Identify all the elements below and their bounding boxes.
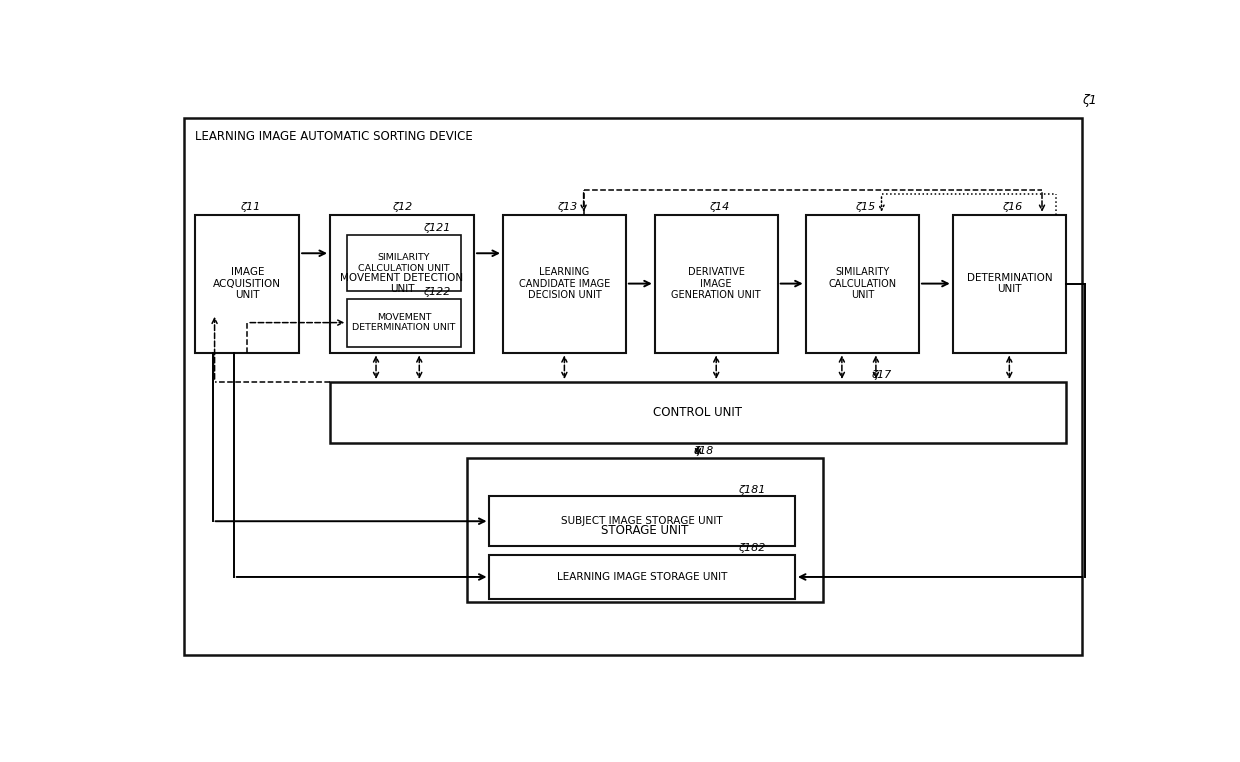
Bar bbox=[490, 555, 795, 599]
Text: STORAGE UNIT: STORAGE UNIT bbox=[601, 523, 688, 536]
Text: ζ121: ζ121 bbox=[423, 223, 450, 233]
Text: ζ181: ζ181 bbox=[738, 485, 766, 495]
Text: ζ182: ζ182 bbox=[738, 543, 766, 553]
Bar bbox=[655, 215, 777, 353]
Text: CONTROL UNIT: CONTROL UNIT bbox=[653, 406, 743, 419]
Text: IMAGE
ACQUISITION
UNIT: IMAGE ACQUISITION UNIT bbox=[213, 267, 281, 300]
Text: DERIVATIVE
IMAGE
GENERATION UNIT: DERIVATIVE IMAGE GENERATION UNIT bbox=[671, 267, 761, 300]
Bar bbox=[503, 215, 626, 353]
Text: ζ13: ζ13 bbox=[557, 202, 577, 212]
Bar bbox=[196, 215, 299, 353]
Bar bbox=[347, 299, 460, 347]
Text: LEARNING
CANDIDATE IMAGE
DECISION UNIT: LEARNING CANDIDATE IMAGE DECISION UNIT bbox=[518, 267, 610, 300]
Text: ζ12: ζ12 bbox=[392, 202, 413, 212]
Text: SUBJECT IMAGE STORAGE UNIT: SUBJECT IMAGE STORAGE UNIT bbox=[562, 516, 723, 527]
Text: ζ1: ζ1 bbox=[1083, 94, 1097, 107]
Text: LEARNING IMAGE AUTOMATIC SORTING DEVICE: LEARNING IMAGE AUTOMATIC SORTING DEVICE bbox=[196, 130, 474, 142]
Text: SIMILARITY
CALCULATION
UNIT: SIMILARITY CALCULATION UNIT bbox=[828, 267, 897, 300]
Text: MOVEMENT DETECTION
UNIT: MOVEMENT DETECTION UNIT bbox=[341, 273, 464, 294]
Bar bbox=[952, 215, 1066, 353]
Bar bbox=[467, 458, 823, 602]
Text: ζ122: ζ122 bbox=[423, 287, 450, 297]
Text: DETERMINATION
UNIT: DETERMINATION UNIT bbox=[966, 273, 1053, 294]
Text: ζ14: ζ14 bbox=[708, 202, 729, 212]
Text: ζ16: ζ16 bbox=[1002, 202, 1022, 212]
Bar bbox=[330, 382, 1066, 443]
Bar bbox=[490, 496, 795, 546]
Text: LEARNING IMAGE STORAGE UNIT: LEARNING IMAGE STORAGE UNIT bbox=[557, 572, 728, 582]
Bar bbox=[330, 215, 474, 353]
Text: SIMILARITY
CALCULATION UNIT: SIMILARITY CALCULATION UNIT bbox=[358, 253, 450, 273]
Text: ζ11: ζ11 bbox=[239, 202, 260, 212]
Text: MOVEMENT
DETERMINATION UNIT: MOVEMENT DETERMINATION UNIT bbox=[352, 313, 455, 332]
Text: ζ17: ζ17 bbox=[870, 370, 892, 379]
Bar bbox=[806, 215, 919, 353]
Bar bbox=[347, 235, 460, 291]
Text: ζ18: ζ18 bbox=[693, 446, 713, 456]
Text: ζ15: ζ15 bbox=[854, 202, 875, 212]
